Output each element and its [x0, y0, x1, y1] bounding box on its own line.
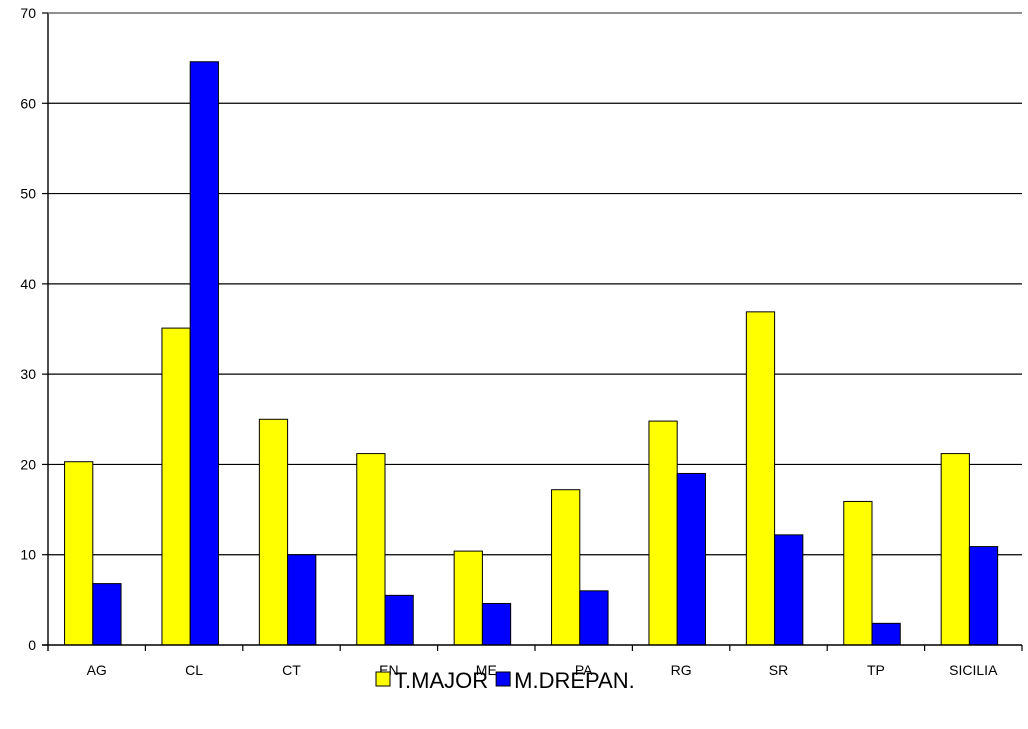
- bar-m-drepan-sicilia: [968, 546, 999, 646]
- bar-t-major-pa: [551, 489, 581, 646]
- bar-m-drepan-me: [481, 602, 512, 646]
- x-tick-label: ME: [476, 662, 497, 678]
- bar-t-major-tp: [843, 500, 873, 646]
- bar-t-major-rg: [648, 420, 678, 646]
- x-tick-label: SICILIA: [949, 662, 998, 678]
- legend-swatch: [375, 671, 391, 687]
- legend-label: T.MAJOR: [394, 668, 488, 693]
- bar-m-drepan-en: [384, 594, 414, 646]
- y-tick-label: 0: [28, 637, 36, 653]
- bar-m-drepan-ct: [287, 554, 317, 646]
- bar-m-drepan-rg: [676, 472, 706, 646]
- y-tick-label: 50: [20, 186, 36, 202]
- bar-m-drepan-cl: [189, 61, 219, 646]
- y-tick-label: 60: [20, 95, 36, 111]
- x-tick-label: SR: [769, 662, 788, 678]
- legend-label: M.DREPAN.: [514, 668, 635, 693]
- y-tick-label: 70: [20, 5, 36, 21]
- x-tick-label: AG: [87, 662, 107, 678]
- bar-m-drepan-pa: [579, 590, 609, 646]
- x-tick-label: CT: [282, 662, 301, 678]
- bar-m-drepan-sr: [774, 534, 804, 646]
- bar-t-major-en: [356, 453, 386, 646]
- bar-t-major-ct: [258, 418, 289, 646]
- bar-t-major-cl: [161, 327, 191, 646]
- axes: [42, 12, 1023, 651]
- bars: [64, 61, 999, 646]
- bar-t-major-ag: [64, 461, 94, 646]
- x-tick-label: PA: [575, 662, 593, 678]
- bar-m-drepan-tp: [871, 622, 901, 646]
- x-tick-label: CL: [185, 662, 203, 678]
- bar-t-major-sr: [745, 311, 776, 646]
- x-tick-label: RG: [671, 662, 692, 678]
- y-tick-label: 20: [20, 456, 36, 472]
- y-tick-label: 30: [20, 366, 36, 382]
- legend: T.MAJOR M.DREPAN.: [375, 668, 635, 693]
- x-tick-label: TP: [867, 662, 885, 678]
- y-tick-label: 10: [20, 547, 36, 563]
- y-tick-label: 40: [20, 276, 36, 292]
- bar-t-major-me: [453, 550, 483, 646]
- bar-m-drepan-ag: [92, 583, 122, 646]
- legend-swatch: [495, 671, 511, 687]
- bar-t-major-sicilia: [940, 453, 970, 646]
